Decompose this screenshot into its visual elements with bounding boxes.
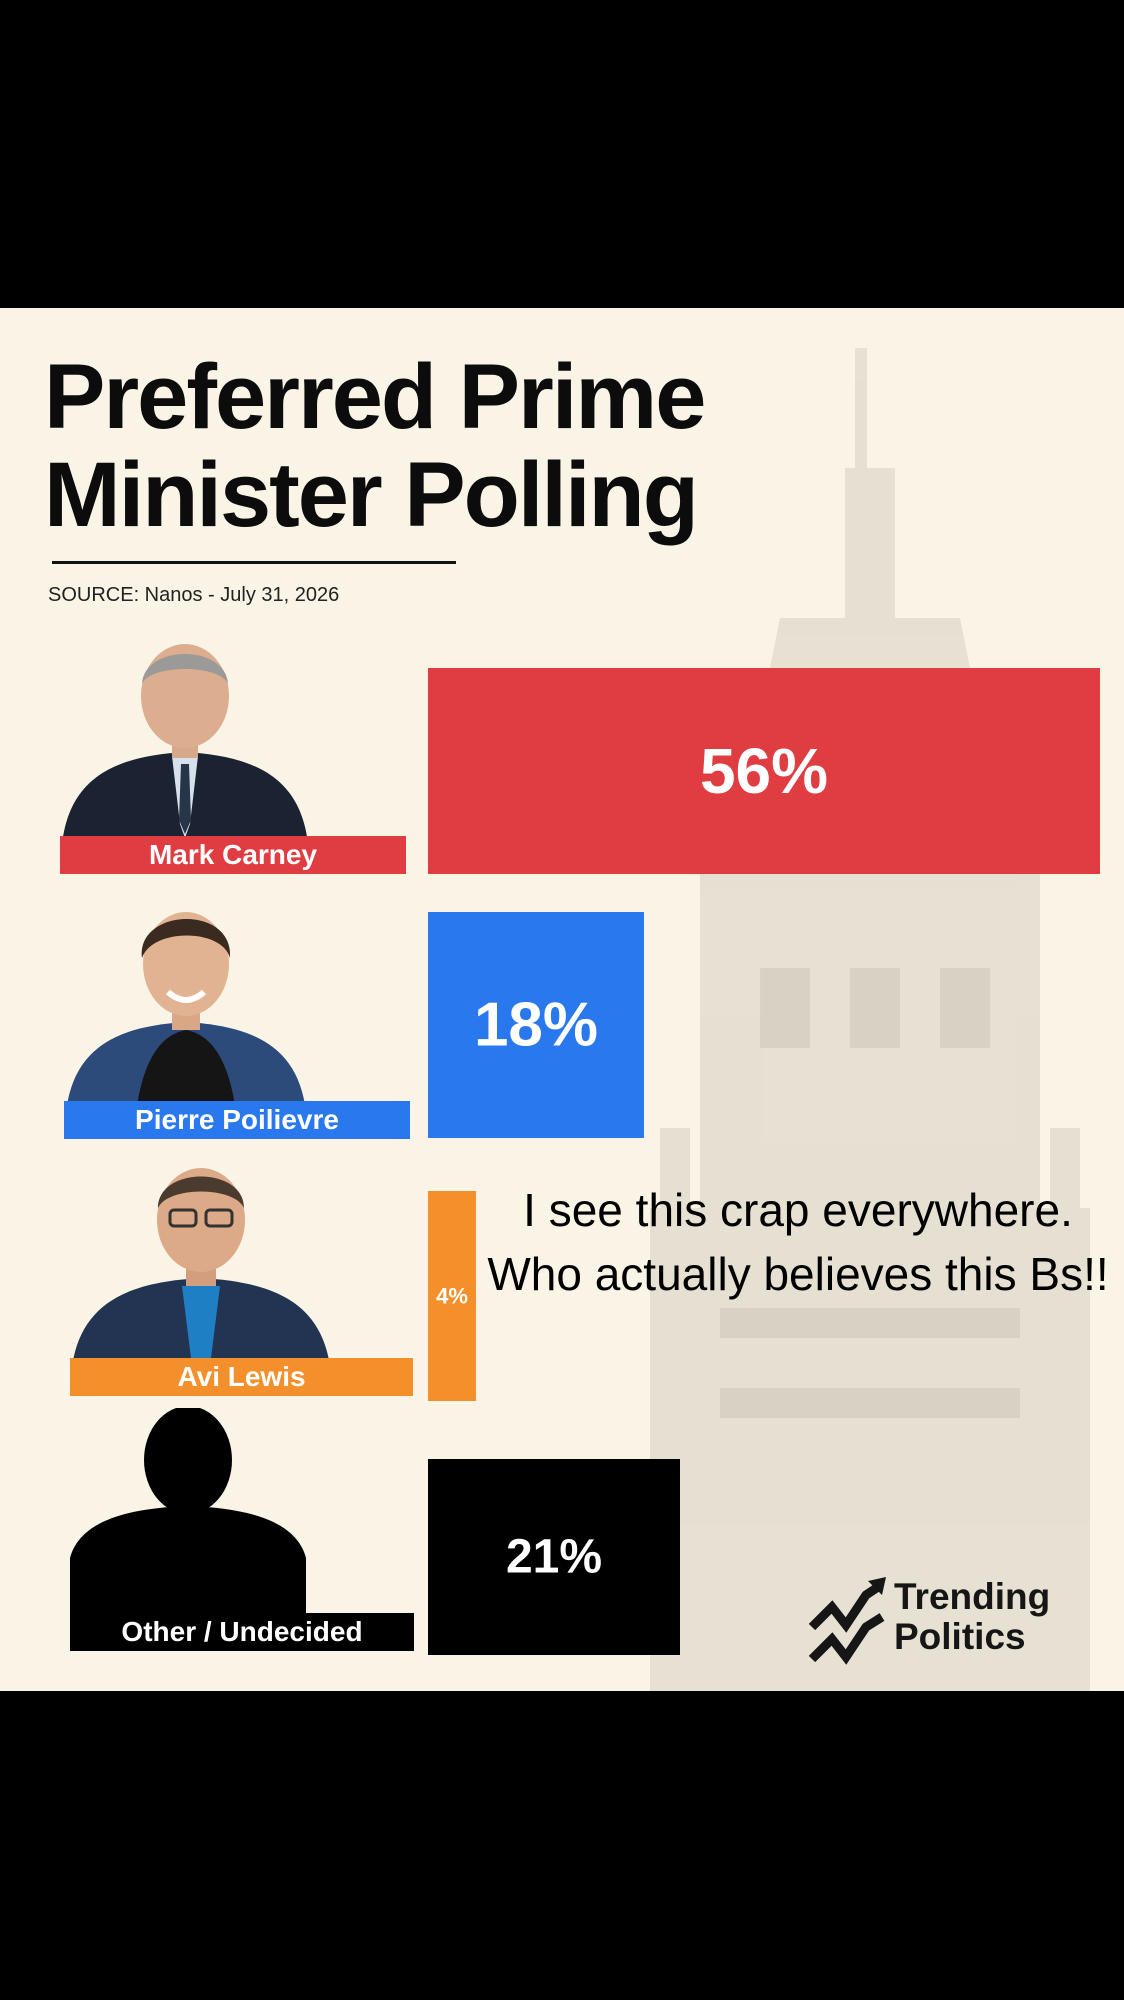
overlay-comment: I see this crap everywhere. Who actually… <box>487 1184 1109 1300</box>
bar-1 <box>428 912 644 1138</box>
nameplate-pierre-poilievre: Pierre Poilievre <box>64 1101 410 1139</box>
nameplate-other-undecided: Other / Undecided <box>70 1613 414 1651</box>
trending-politics-logo: Trending Politics <box>808 1573 1088 1673</box>
logo-line-1: Trending <box>894 1576 1051 1617</box>
bar-3 <box>428 1459 680 1655</box>
bar-2 <box>428 1191 476 1401</box>
title-line-2: Minister Polling <box>44 444 699 546</box>
silhouette-other-undecided <box>70 1408 306 1618</box>
nameplate-mark-carney: Mark Carney <box>60 836 406 874</box>
bar-0 <box>428 668 1100 874</box>
source-note: SOURCE: Nanos - July 31, 2026 <box>48 584 340 606</box>
zigzag-logo-icon <box>808 1577 886 1665</box>
portrait-mark-carney <box>62 644 308 844</box>
bar-chart: 56% 18% 4% 21% <box>428 668 1100 1655</box>
title-line-1: Preferred Prime <box>44 346 706 448</box>
title-underline <box>52 561 456 564</box>
bar-value-label-0: 56% <box>700 735 828 807</box>
page-title: Preferred Prime Minister Polling <box>44 346 706 546</box>
portrait-avi-lewis <box>72 1168 330 1366</box>
logo-line-2: Politics <box>894 1616 1026 1657</box>
bar-value-label-2: 4% <box>436 1284 468 1309</box>
nameplate-avi-lewis: Avi Lewis <box>70 1358 413 1396</box>
portrait-pierre-poilievre <box>66 912 306 1112</box>
infographic-card: Preferred Prime Minister Polling SOURCE:… <box>0 308 1124 1691</box>
bar-value-label-3: 21% <box>506 1531 602 1584</box>
bar-value-label-1: 18% <box>474 991 598 1060</box>
